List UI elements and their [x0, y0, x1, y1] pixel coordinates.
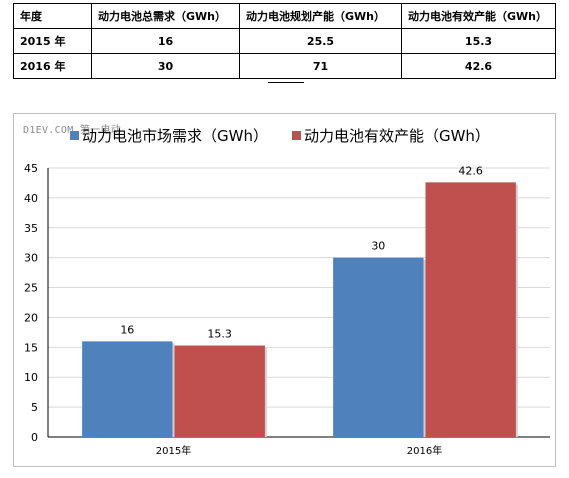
bar-demand: [333, 257, 424, 437]
table-cell-year: 2015 年: [13, 28, 92, 54]
table-header-row: 年度 动力电池总需求（GWh） 动力电池规划产能（GWh） 动力电池有效产能（G…: [13, 3, 556, 29]
bar-capacity: [425, 182, 516, 437]
data-label-capacity: 15.3: [207, 328, 232, 341]
divider: [268, 82, 304, 83]
legend-item-capacity: 动力电池有效产能（GWh）: [291, 125, 490, 146]
table-row: 2015 年 16 25.5 15.3: [13, 28, 556, 54]
bar-capacity: [174, 345, 265, 437]
table-cell: 15.3: [401, 28, 556, 54]
legend-label-capacity: 动力电池有效产能（GWh）: [303, 126, 490, 145]
legend-item-demand: 动力电池市场需求（GWh）: [70, 125, 268, 146]
table-cell: 25.5: [239, 28, 402, 54]
y-tick-label: 0: [31, 431, 38, 444]
chart-legend: 动力电池市场需求（GWh） 动力电池有效产能（GWh）: [70, 125, 514, 145]
data-label-demand: 16: [120, 323, 134, 336]
y-tick-label: 15: [24, 341, 38, 354]
y-tick-label: 20: [24, 311, 38, 324]
table-cell: 42.6: [401, 53, 556, 79]
capacity-table: 年度 动力电池总需求（GWh） 动力电池规划产能（GWh） 动力电池有效产能（G…: [13, 3, 556, 79]
x-tick-label: 2015年: [156, 444, 191, 457]
legend-swatch-capacity: [291, 130, 301, 140]
data-label-demand: 30: [371, 240, 385, 253]
table-row: 2016 年 30 71 42.6: [13, 53, 556, 79]
y-tick-label: 5: [31, 401, 38, 414]
table-cell: 71: [239, 53, 402, 79]
bar-demand: [82, 341, 173, 437]
y-tick-label: 25: [24, 282, 38, 295]
table-cell: 30: [91, 53, 240, 79]
header-effective-capacity: 动力电池有效产能（GWh）: [401, 3, 556, 29]
table-cell: 16: [91, 28, 240, 54]
y-tick-label: 40: [24, 192, 38, 205]
x-tick-label: 2016年: [407, 444, 442, 457]
legend-swatch-demand: [70, 130, 79, 140]
y-tick-label: 10: [24, 371, 38, 384]
y-tick-label: 45: [24, 162, 38, 175]
legend-label-demand: 动力电池市场需求（GWh）: [82, 126, 268, 145]
header-year: 年度: [13, 3, 92, 29]
data-label-capacity: 42.6: [458, 164, 483, 177]
y-tick-label: 35: [24, 222, 38, 235]
y-tick-label: 30: [24, 252, 38, 265]
table-cell-year: 2016 年: [13, 53, 92, 79]
